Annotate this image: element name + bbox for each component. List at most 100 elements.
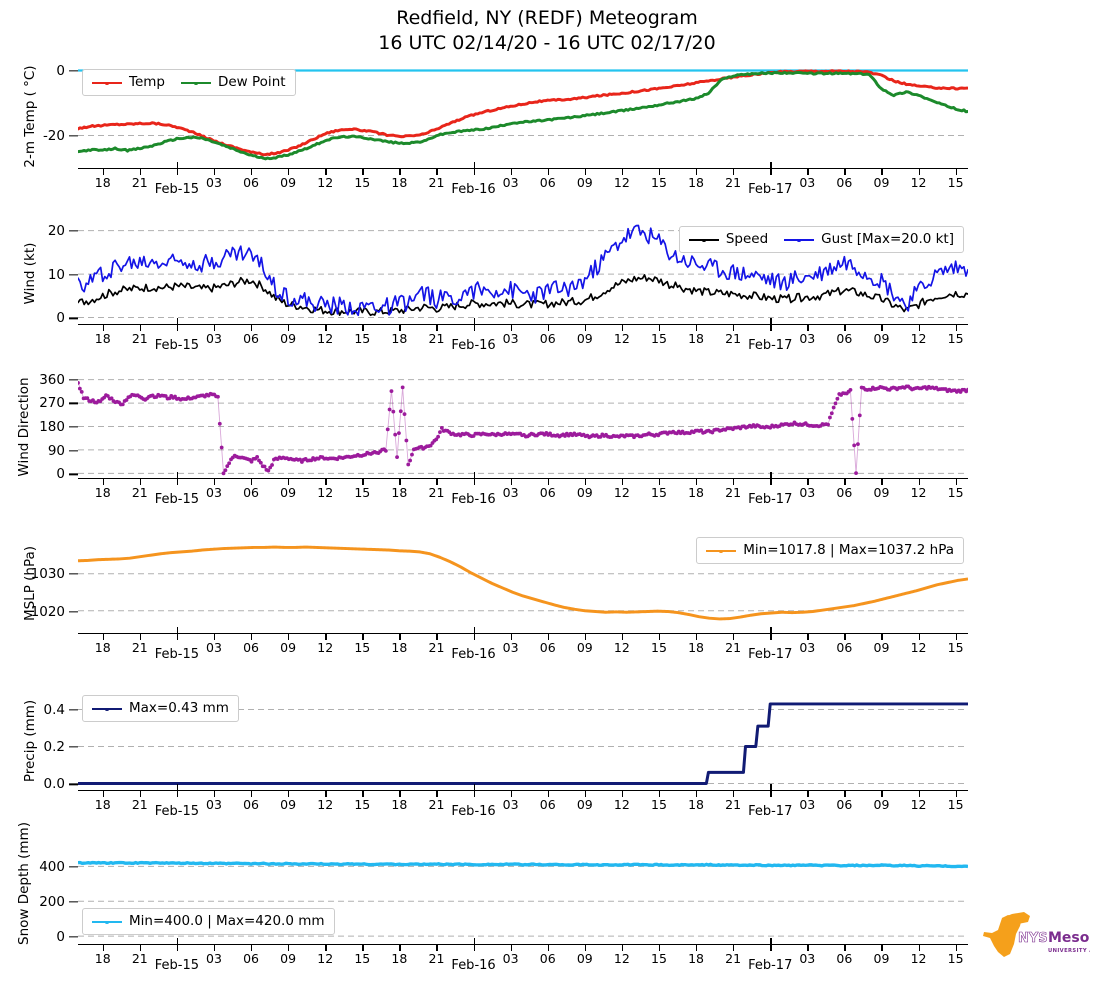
series-line-speed bbox=[78, 274, 968, 317]
x-tick-mark bbox=[733, 479, 735, 485]
legend-swatch-line bbox=[706, 549, 737, 554]
y-axis-label-precip: Precip (mm) bbox=[22, 699, 38, 783]
x-tick-mark bbox=[844, 169, 846, 175]
legend-item: Temp bbox=[92, 74, 165, 91]
x-tick-label-hour: 03 bbox=[206, 331, 222, 346]
x-tick-label-hour: 18 bbox=[94, 331, 111, 346]
legend-snow_depth[interactable]: Min=400.0 | Max=420.0 mm bbox=[82, 908, 335, 935]
y-tick-mark bbox=[69, 746, 78, 748]
x-tick-mark bbox=[399, 791, 401, 797]
wind-direction-point bbox=[389, 389, 394, 394]
x-tick-label-hour: 06 bbox=[539, 331, 556, 346]
wind-direction-point bbox=[79, 390, 84, 394]
x-tick-label-date: Feb-16 bbox=[451, 958, 496, 973]
x-tick-mark bbox=[362, 479, 364, 485]
y-tick-label: 0 bbox=[56, 466, 65, 483]
wind-direction-point bbox=[387, 407, 392, 412]
x-tick-mark bbox=[696, 169, 698, 175]
x-tick-label-date: Feb-16 bbox=[451, 182, 496, 197]
x-tick-mark bbox=[325, 791, 327, 797]
legend-item: Speed bbox=[688, 231, 769, 248]
x-tick-mark bbox=[621, 325, 624, 331]
wind-direction-point bbox=[219, 445, 224, 450]
x-tick-mark bbox=[844, 945, 846, 951]
x-tick-label-hour: 12 bbox=[910, 797, 927, 812]
x-tick-mark bbox=[696, 634, 698, 640]
x-tick-label-date: Feb-15 bbox=[154, 647, 199, 662]
y-tick-label: 20 bbox=[47, 222, 65, 239]
x-tick-label-hour: 12 bbox=[910, 175, 927, 190]
x-tick-label-hour: 21 bbox=[428, 331, 445, 346]
x-tick-label-hour: 15 bbox=[651, 331, 667, 346]
nys-mesonet-logo: NYS Mesonet UNIVERSITY AT ALBANY bbox=[978, 908, 1090, 963]
panel-mslp bbox=[78, 533, 968, 634]
x-tick-mark bbox=[362, 791, 364, 797]
x-tick-label-hour: 12 bbox=[613, 797, 630, 812]
legend-temperature[interactable]: Temp Dew Point bbox=[82, 69, 296, 96]
x-tick-label-hour: 06 bbox=[243, 485, 259, 500]
legend-mslp[interactable]: Min=1017.8 | Max=1037.2 hPa bbox=[696, 537, 964, 564]
x-tick-mark bbox=[102, 479, 105, 485]
x-tick-mark bbox=[213, 479, 216, 485]
x-tick-label-hour: 15 bbox=[947, 175, 964, 190]
x-tick-mark bbox=[733, 634, 735, 640]
x-tick-mark bbox=[139, 325, 142, 331]
x-tick-mark bbox=[658, 791, 661, 797]
x-tick-mark bbox=[547, 634, 550, 640]
wind-direction-point bbox=[404, 438, 409, 443]
x-tick-label-hour: 12 bbox=[613, 175, 630, 190]
x-tick-label-hour: 03 bbox=[502, 175, 519, 190]
x-tick-label-hour: 06 bbox=[539, 485, 556, 500]
x-tick-label-hour: 21 bbox=[131, 331, 148, 346]
y-tick-mark bbox=[69, 402, 78, 405]
x-tick-label-date: Feb-16 bbox=[451, 492, 496, 507]
y-axis-label-snow_depth: Snow Depth (mm) bbox=[16, 822, 32, 945]
x-tick-mark bbox=[436, 791, 438, 797]
wind-direction-point bbox=[258, 460, 263, 465]
x-tick-mark bbox=[844, 479, 846, 485]
x-tick-mark bbox=[139, 945, 142, 951]
x-tick-mark bbox=[584, 325, 587, 331]
y-tick-label: 10 bbox=[47, 266, 65, 283]
x-tick-label-hour: 15 bbox=[947, 485, 964, 500]
panel-wind bbox=[78, 222, 968, 325]
x-tick-mark bbox=[955, 945, 957, 951]
x-tick-label-hour: 21 bbox=[725, 640, 742, 655]
x-tick-mark bbox=[251, 791, 253, 797]
page-title: Redfield, NY (REDF) Meteogram 16 UTC 02/… bbox=[0, 6, 1094, 56]
legend-precip[interactable]: Max=0.43 mm bbox=[82, 695, 239, 722]
x-tick-label-hour: 09 bbox=[873, 331, 890, 346]
x-tick-mark bbox=[102, 791, 105, 797]
x-tick-mark bbox=[881, 479, 883, 485]
x-tick-label-date: Feb-17 bbox=[748, 804, 793, 819]
x-tick-mark bbox=[325, 945, 327, 951]
x-tick-mark bbox=[955, 169, 957, 175]
title-line-2: 16 UTC 02/14/20 - 16 UTC 02/17/20 bbox=[378, 32, 716, 54]
x-tick-label-hour: 03 bbox=[502, 797, 519, 812]
x-tick-mark bbox=[547, 169, 550, 175]
legend-wind[interactable]: Speed Gust [Max=20.0 kt] bbox=[678, 226, 964, 253]
legend-label: Max=0.43 mm bbox=[129, 700, 229, 716]
x-tick-label-hour: 03 bbox=[206, 640, 222, 655]
x-tick-label-hour: 09 bbox=[576, 331, 593, 346]
x-tick-mark bbox=[918, 945, 920, 951]
y-tick-label: 0.4 bbox=[43, 701, 65, 718]
x-tick-label-hour: 03 bbox=[206, 175, 222, 190]
plot-area-precip bbox=[78, 691, 968, 791]
x-tick-label-hour: 03 bbox=[502, 640, 519, 655]
x-tick-label-hour: 21 bbox=[428, 640, 445, 655]
x-tick-mark bbox=[139, 169, 142, 175]
x-tick-label-hour: 03 bbox=[206, 485, 222, 500]
legend-label: Speed bbox=[725, 231, 769, 247]
x-tick-mark bbox=[770, 938, 772, 951]
legend-swatch-line bbox=[92, 81, 122, 86]
x-tick-mark bbox=[288, 479, 290, 485]
y-tick-mark bbox=[69, 449, 78, 452]
x-tick-label-hour: 15 bbox=[651, 175, 667, 190]
series-line-snow_depth bbox=[78, 860, 968, 869]
x-tick-label-hour: 18 bbox=[94, 485, 111, 500]
x-tick-label-date: Feb-17 bbox=[748, 492, 793, 507]
x-tick-label-hour: 03 bbox=[502, 951, 519, 966]
x-tick-mark bbox=[510, 945, 512, 951]
wind-direction-point bbox=[438, 430, 442, 435]
